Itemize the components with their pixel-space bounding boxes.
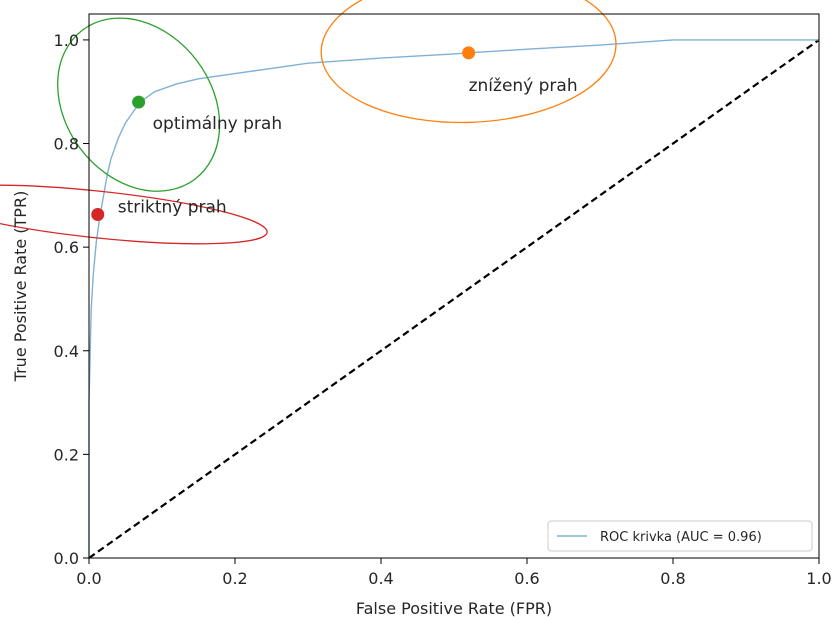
- x-tick-label-3: 0.6: [514, 569, 539, 588]
- y-axis-label: True Positive Rate (TPR): [11, 191, 30, 383]
- threshold-ellipse-1: [0, 184, 268, 245]
- diagonal-reference-line: [88, 39, 820, 559]
- x-tick-label-4: 0.8: [660, 569, 685, 588]
- y-tick-label-4: 0.8: [54, 135, 79, 154]
- threshold-point-3: [462, 46, 476, 60]
- threshold-label-1: striktný prah: [118, 198, 227, 218]
- legend-label: ROC krivka (AUC = 0.96): [600, 530, 762, 545]
- legend: ROC krivka (AUC = 0.96): [547, 520, 813, 552]
- threshold-point-1: [91, 208, 105, 222]
- threshold-label-3: znížený prah: [469, 76, 578, 96]
- x-tick-label-5: 1.0: [806, 569, 831, 588]
- threshold-point-2: [132, 95, 146, 109]
- legend-box: [547, 520, 813, 552]
- threshold-label-2: optimálny prah: [153, 114, 283, 134]
- y-tick-label-0: 0.0: [54, 549, 79, 568]
- y-tick-label-1: 0.2: [54, 445, 79, 464]
- threshold-ellipse-2: [57, 17, 221, 192]
- y-tick-label-5: 1.0: [54, 31, 79, 50]
- x-axis-label: False Positive Rate (FPR): [356, 599, 552, 618]
- threshold-ellipse-3: [320, 0, 617, 124]
- x-tick-label-2: 0.4: [368, 569, 393, 588]
- y-tick-label-3: 0.6: [54, 238, 79, 257]
- x-tick-label-0: 0.0: [76, 569, 101, 588]
- x-tick-label-1: 0.2: [222, 569, 247, 588]
- y-tick-label-2: 0.4: [54, 342, 79, 361]
- plot-frame: [88, 13, 820, 559]
